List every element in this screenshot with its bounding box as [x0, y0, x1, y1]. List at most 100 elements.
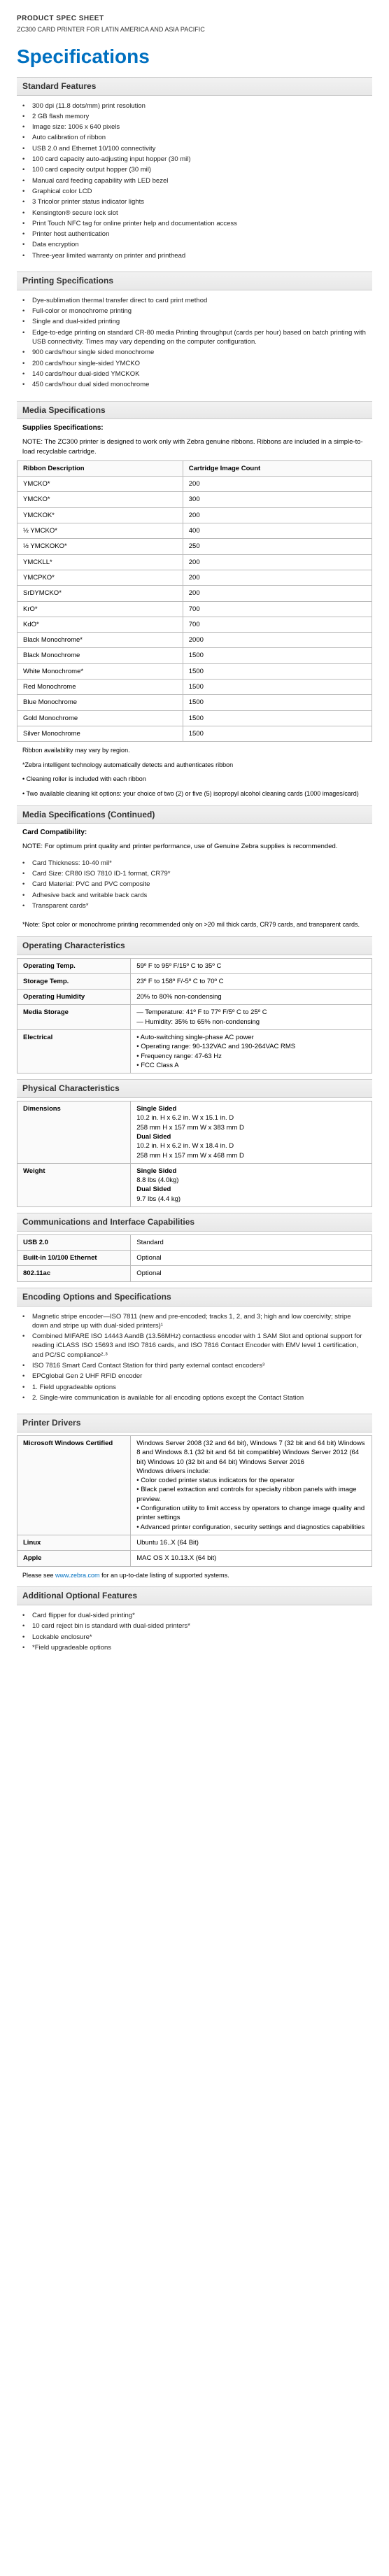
table-row: AppleMAC OS X 10.13.X (64 bit) — [17, 1551, 372, 1566]
table-row: USB 2.0Standard — [17, 1234, 372, 1250]
table-row: YMCKO*300 — [17, 492, 372, 507]
table-row: Storage Temp.23º F to 158º F/-5º C to 70… — [17, 973, 372, 989]
table-row: Electrical• Auto-switching single-phase … — [17, 1030, 372, 1074]
list-item: 10 card reject bin is standard with dual… — [27, 1621, 368, 1631]
list-item: Card flipper for dual-sided printing* — [27, 1611, 368, 1620]
list-item: 2 GB flash memory — [27, 112, 368, 121]
list-item: Combined MIFARE ISO 14443 AandB (13.56MH… — [27, 1332, 368, 1360]
table-row: DimensionsSingle Sided10.2 in. H x 6.2 i… — [17, 1102, 372, 1164]
table-row: KrO*700 — [17, 601, 372, 617]
table-row: YMCKO*200 — [17, 477, 372, 492]
printing-specs-list: Dye-sublimation thermal transfer direct … — [17, 290, 372, 395]
table-row: KdO*700 — [17, 617, 372, 632]
section-standard-features: Standard Features — [17, 77, 372, 96]
table-row: WeightSingle Sided8.8 lbs (4.0kg)Dual Si… — [17, 1163, 372, 1206]
product-subtitle: ZC300 CARD PRINTER FOR LATIN AMERICA AND… — [17, 25, 372, 34]
list-item: USB 2.0 and Ethernet 10/100 connectivity — [27, 144, 368, 153]
list-item: EPCglobal Gen 2 UHF RFID encoder — [27, 1372, 368, 1381]
supplies-note: NOTE: The ZC300 printer is designed to w… — [17, 433, 372, 458]
list-item: 1. Field upgradeable options — [27, 1383, 368, 1392]
footnote-line: Ribbon availability may vary by region. — [17, 742, 372, 756]
list-item: Card Size: CR80 ISO 7810 ID-1 format, CR… — [27, 869, 368, 878]
table-row: SrDYMCKO*200 — [17, 586, 372, 601]
table-row: Black Monochrome*2000 — [17, 633, 372, 648]
list-item: *Field upgradeable options — [27, 1643, 368, 1652]
section-additional: Additional Optional Features — [17, 1586, 372, 1605]
list-item: Magnetic stripe encoder—ISO 7811 (new an… — [27, 1312, 368, 1331]
card-compat-note: NOTE: For optimum print quality and prin… — [17, 838, 372, 852]
table-row: YMCKOK*200 — [17, 507, 372, 523]
list-item: Manual card feeding capability with LED … — [27, 176, 368, 185]
section-media-specs: Media Specifications — [17, 401, 372, 420]
drivers-table: Microsoft Windows CertifiedWindows Serve… — [17, 1435, 372, 1567]
physical-table: DimensionsSingle Sided10.2 in. H x 6.2 i… — [17, 1101, 372, 1207]
list-item: 140 cards/hour dual-sided YMCKOK — [27, 369, 368, 379]
section-comms: Communications and Interface Capabilitie… — [17, 1213, 372, 1232]
list-item: 2. Single-wire communication is availabl… — [27, 1393, 368, 1402]
list-item: Graphical color LCD — [27, 187, 368, 196]
list-item: Card Thickness: 10-40 mil* — [27, 859, 368, 868]
table-row: Operating Temp.59º F to 95º F/15º C to 3… — [17, 958, 372, 973]
table-row: Blue Monochrome1500 — [17, 695, 372, 710]
table-row: Operating Humidity20% to 80% non-condens… — [17, 990, 372, 1005]
eyebrow: PRODUCT SPEC SHEET — [17, 14, 372, 24]
list-item: 900 cards/hour single sided monochrome — [27, 348, 368, 357]
section-printing-specs: Printing Specifications — [17, 272, 372, 290]
comms-table: USB 2.0StandardBuilt-in 10/100 EthernetO… — [17, 1234, 372, 1282]
table-row: White Monochrome*1500 — [17, 663, 372, 679]
table-row: Microsoft Windows CertifiedWindows Serve… — [17, 1435, 372, 1535]
list-item: Image size: 1006 x 640 pixels — [27, 122, 368, 132]
section-drivers: Printer Drivers — [17, 1414, 372, 1433]
additional-list: Card flipper for dual-sided printing*10 … — [17, 1605, 372, 1658]
drivers-link-note: Please see www.zebra.com for an up-to-da… — [17, 1567, 372, 1582]
list-item: Dye-sublimation thermal transfer direct … — [27, 296, 368, 305]
list-item: Transparent cards* — [27, 901, 368, 910]
table-row: ½ YMCKO*400 — [17, 523, 372, 539]
list-item: 300 dpi (11.8 dots/mm) print resolution — [27, 101, 368, 111]
section-operating: Operating Characteristics — [17, 936, 372, 955]
section-media-cont: Media Specifications (Continued) — [17, 805, 372, 824]
list-item: Three-year limited warranty on printer a… — [27, 251, 368, 260]
list-item: 100 card capacity output hopper (30 mil) — [27, 165, 368, 174]
ribbon-col-count: Cartridge Image Count — [183, 460, 372, 476]
card-compat-list: Card Thickness: 10-40 mil*Card Size: CR8… — [17, 853, 372, 916]
table-row: Gold Monochrome1500 — [17, 710, 372, 726]
zebra-link[interactable]: www.zebra.com — [55, 1572, 100, 1579]
list-item: Lockable enclosure* — [27, 1633, 368, 1642]
table-row: Silver Monochrome1500 — [17, 726, 372, 741]
page-title: Specifications — [17, 43, 372, 70]
list-item: Adhesive back and writable back cards — [27, 891, 368, 900]
media-footnotes: Ribbon availability may vary by region.*… — [17, 742, 372, 799]
standard-features-list: 300 dpi (11.8 dots/mm) print resolution2… — [17, 96, 372, 266]
list-item: 3 Tricolor printer status indicator ligh… — [27, 197, 368, 206]
section-encoding: Encoding Options and Specifications — [17, 1288, 372, 1307]
list-item: Card Material: PVC and PVC composite — [27, 880, 368, 889]
list-item: Edge-to-edge printing on standard CR-80 … — [27, 328, 368, 347]
card-compat-title: Card Compatibility: — [17, 824, 372, 838]
table-row: Black Monochrome1500 — [17, 648, 372, 663]
section-physical: Physical Characteristics — [17, 1079, 372, 1098]
table-row: Red Monochrome1500 — [17, 680, 372, 695]
list-item: 450 cards/hour dual sided monochrome — [27, 380, 368, 389]
footnote-line: • Cleaning roller is included with each … — [17, 770, 372, 785]
ribbon-col-desc: Ribbon Description — [17, 460, 183, 476]
list-item: Full-color or monochrome printing — [27, 307, 368, 316]
list-item: 100 card capacity auto-adjusting input h… — [27, 155, 368, 164]
list-item: Single and dual-sided printing — [27, 317, 368, 326]
table-row: 802.11acOptional — [17, 1266, 372, 1281]
list-item: Kensington® secure lock slot — [27, 209, 368, 218]
list-item: Print Touch NFC tag for online printer h… — [27, 219, 368, 228]
table-row: YMCPKO*200 — [17, 570, 372, 585]
table-row: LinuxUbuntu 16..X (64 Bit) — [17, 1535, 372, 1550]
list-item: Printer host authentication — [27, 230, 368, 239]
table-row: Built-in 10/100 EthernetOptional — [17, 1251, 372, 1266]
footnote-line: • Two available cleaning kit options: yo… — [17, 785, 372, 800]
operating-table: Operating Temp.59º F to 95º F/15º C to 3… — [17, 958, 372, 1074]
table-row: Media Storage— Temperature: 41º F to 77º… — [17, 1005, 372, 1030]
list-item: 200 cards/hour single-sided YMCKO — [27, 359, 368, 368]
supplies-spec-title: Supplies Specifications: — [17, 419, 372, 433]
table-row: ½ YMCKOKO*250 — [17, 539, 372, 554]
table-row: YMCKLL*200 — [17, 554, 372, 570]
list-item: Data encryption — [27, 240, 368, 249]
ribbon-table: Ribbon Description Cartridge Image Count… — [17, 460, 372, 742]
